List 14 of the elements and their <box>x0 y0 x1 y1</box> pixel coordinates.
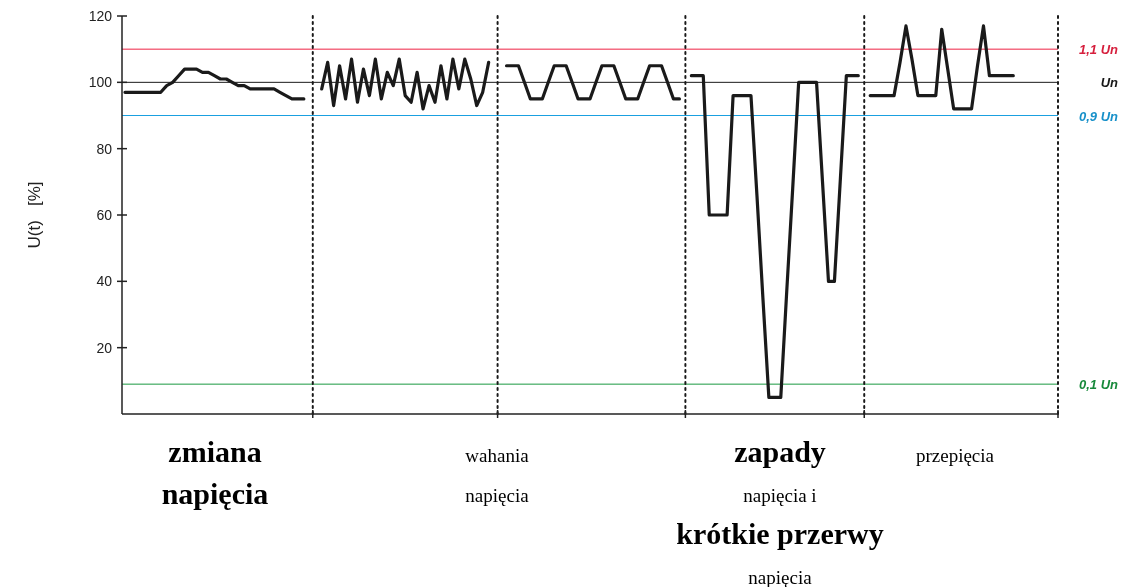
y-tick-label: 40 <box>96 273 113 290</box>
y-tick-label: 20 <box>96 339 113 356</box>
ref-line-label: Un <box>1100 75 1119 91</box>
ref-line-label: 0,1 Un <box>1078 377 1119 393</box>
y-tick-label: 100 <box>88 74 113 91</box>
text: przepięcia <box>915 445 995 466</box>
y-tick-label: 80 <box>96 140 113 157</box>
y-axis-title: U(t) [%] <box>25 181 44 249</box>
ref-line-label: 0,9 Un <box>1078 108 1119 124</box>
y-tick-label: 60 <box>96 207 113 223</box>
ref-line-label: 1,1 Un <box>1078 42 1119 58</box>
text: wahania napięcia <box>465 445 530 506</box>
text: zmiana napięcia <box>161 435 269 510</box>
y-tick-label: 120 <box>88 8 113 24</box>
